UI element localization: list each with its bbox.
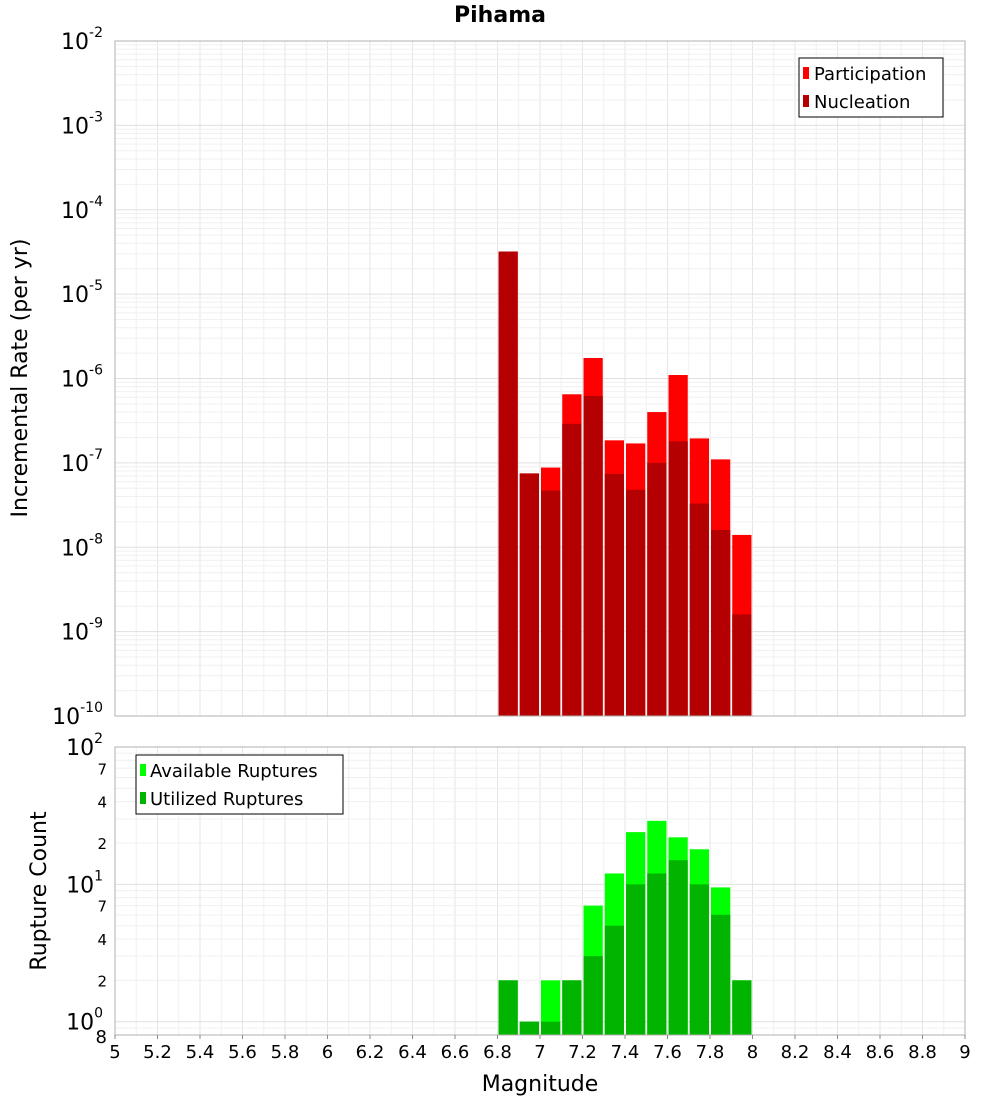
top-y-tick-label: 10-3 — [61, 109, 103, 139]
bottom-bar-utilized-ruptures — [583, 956, 603, 1035]
top-bars — [498, 251, 752, 716]
x-tick-label: 6.2 — [356, 1042, 385, 1063]
top-bar-nucleation — [583, 396, 603, 716]
legend-swatch-participation — [803, 67, 809, 79]
bottom-y-axis-label: Rupture Count — [27, 811, 52, 971]
top-plot-frame — [114, 40, 966, 717]
x-tick-label: 8.6 — [866, 1042, 895, 1063]
top-bar-nucleation — [604, 473, 624, 716]
bottom-y-minor-tick-label: 2 — [97, 972, 107, 990]
legend-swatch-available-ruptures — [140, 764, 146, 776]
x-tick-label: 5.4 — [186, 1042, 215, 1063]
legend-swatch-utilized-ruptures — [140, 792, 146, 804]
top-legend: Participation Nucleation — [798, 57, 944, 118]
bottom-y-minor-tick-label: 7 — [97, 760, 107, 778]
bottom-y-tick-label: 102 — [66, 731, 103, 761]
bottom-bar-available-ruptures — [541, 980, 561, 1035]
x-tick-label: 7.8 — [696, 1042, 725, 1063]
x-tick-label: 5.8 — [271, 1042, 300, 1063]
top-bar-nucleation — [711, 530, 731, 716]
bottom-bar-utilized-ruptures — [541, 1021, 561, 1035]
bottom-y-minor-tick-label: 4 — [97, 794, 107, 812]
bottom-y-minor-tick-label: 4 — [97, 931, 107, 949]
chart-title: Pihama — [454, 3, 546, 28]
legend-label-participation: Participation — [814, 64, 926, 85]
top-legend-box — [798, 57, 944, 118]
x-tick-label: 6.6 — [441, 1042, 470, 1063]
legend-label-nucleation: Nucleation — [814, 92, 910, 113]
top-y-ticks: 10-10 10-9 10-8 10-7 10-6 10-5 10-4 10-3 10-2 — [52, 25, 103, 730]
bottom-bar-utilized-ruptures — [562, 980, 582, 1035]
top-y-tick-label: 10-8 — [61, 531, 103, 561]
top-bar-nucleation — [519, 473, 539, 716]
top-bar-nucleation — [732, 614, 752, 716]
bottom-y-ticks: 100 101 102 2 4 7 2 4 7 8 — [66, 731, 107, 1048]
top-bar-nucleation — [647, 462, 667, 716]
top-bar-nucleation — [668, 441, 688, 716]
x-tick-label: 5.6 — [228, 1042, 257, 1063]
bottom-bars — [498, 820, 752, 1035]
legend-label-available-ruptures: Available Ruptures — [150, 761, 318, 782]
bottom-y-minor-tick-label: 7 — [97, 898, 107, 916]
x-tick-label: 9 — [959, 1042, 970, 1063]
x-ticks: 5 5.2 5.4 5.6 5.8 6 6.2 6.4 6.6 6.8 7 7.2 7.4 7.6 7.8 8… — [109, 1035, 971, 1063]
top-bar-nucleation — [626, 489, 646, 716]
top-y-tick-label: 10-7 — [61, 447, 103, 477]
top-y-tick-label: 10-2 — [61, 25, 103, 55]
legend-swatch-nucleation — [803, 95, 809, 107]
bottom-bar-utilized-ruptures — [647, 873, 667, 1035]
top-bar-nucleation — [562, 423, 582, 716]
bottom-y-minor-tick-label: 2 — [97, 835, 107, 853]
top-bar-nucleation — [541, 490, 561, 716]
x-tick-label: 5 — [109, 1042, 120, 1063]
bottom-y-tick-label: 100 — [66, 1006, 103, 1036]
bottom-bar-utilized-ruptures — [711, 914, 731, 1035]
x-tick-label: 8.8 — [908, 1042, 937, 1063]
top-y-tick-label: 10-6 — [61, 363, 103, 393]
top-grid — [114, 40, 966, 717]
x-tick-label: 7 — [534, 1042, 545, 1063]
top-y-tick-label: 10-5 — [61, 278, 103, 308]
x-tick-label: 8.4 — [823, 1042, 852, 1063]
top-y-tick-label: 10-4 — [61, 194, 103, 224]
bottom-bar-utilized-ruptures — [498, 980, 518, 1035]
top-bar-nucleation — [498, 251, 518, 716]
x-tick-label: 7.4 — [611, 1042, 640, 1063]
x-tick-label: 6.8 — [483, 1042, 512, 1063]
top-bar-nucleation — [689, 503, 709, 716]
top-y-tick-label: 10-9 — [61, 616, 103, 646]
x-tick-label: 7.6 — [653, 1042, 682, 1063]
top-y-axis-label: Incremental Rate (per yr) — [8, 239, 33, 518]
bottom-bar-utilized-ruptures — [689, 884, 709, 1035]
legend-label-utilized-ruptures: Utilized Ruptures — [150, 789, 303, 810]
bottom-y-tick-label: 8 — [96, 1027, 107, 1048]
bottom-bar-utilized-ruptures — [732, 980, 752, 1035]
x-tick-label: 6 — [322, 1042, 333, 1063]
x-axis-label: Magnitude — [482, 1072, 599, 1097]
x-tick-label: 5.2 — [143, 1042, 172, 1063]
x-tick-label: 8 — [747, 1042, 758, 1063]
bottom-bar-utilized-ruptures — [604, 925, 624, 1035]
bottom-bar-utilized-ruptures — [626, 884, 646, 1035]
bottom-legend-box — [135, 754, 344, 815]
bottom-bar-utilized-ruptures — [519, 1021, 539, 1035]
bottom-legend: Available Ruptures Utilized Ruptures — [135, 754, 344, 815]
x-tick-label: 8.2 — [781, 1042, 810, 1063]
bottom-y-tick-label: 101 — [66, 868, 103, 898]
x-tick-label: 7.2 — [568, 1042, 597, 1063]
x-tick-label: 6.4 — [398, 1042, 427, 1063]
top-y-tick-label: 10-10 — [52, 700, 103, 730]
bottom-bar-utilized-ruptures — [668, 860, 688, 1035]
